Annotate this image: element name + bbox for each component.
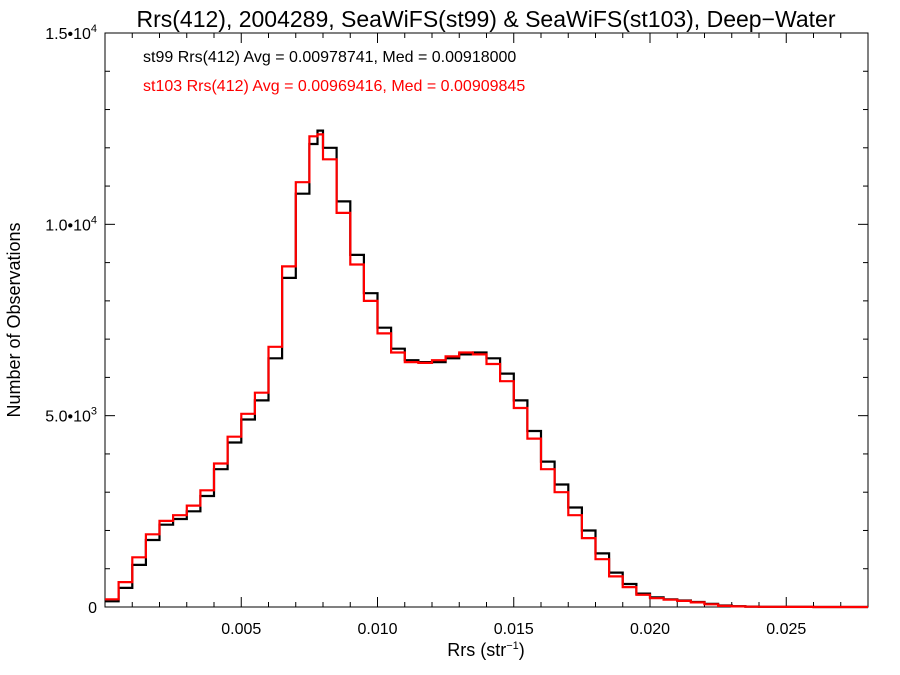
y-tick-label: 5.0•103: [45, 406, 97, 426]
x-axis-label: Rrs (str−1): [447, 640, 525, 660]
annotation-text-1: st103 Rrs(412) Avg = 0.00969416, Med = 0…: [143, 78, 525, 95]
x-tick-label: 0.020: [630, 621, 670, 638]
plot-frame: [104, 32, 869, 608]
y-axis-label: Number of Observations: [4, 222, 24, 417]
y-tick-label: 0: [88, 600, 97, 617]
annotations: st99 Rrs(412) Avg = 0.00978741, Med = 0.…: [143, 49, 525, 95]
x-axis-ticks: 0.005 0.010 0.015 0.020 0.025: [131, 33, 842, 638]
chart-title: Rrs(412), 2004289, SeaWiFS(st99) & SeaWi…: [136, 6, 835, 32]
series-layer: [105, 129, 868, 609]
x-tick-label: 0.005: [221, 621, 261, 638]
y-tick-label: 1.5•104: [45, 23, 97, 43]
y-axis-ticks: 0 5.0•103 1.0•104 1.5•104: [45, 23, 868, 617]
annotation-text-0: st99 Rrs(412) Avg = 0.00978741, Med = 0.…: [143, 49, 516, 66]
x-tick-label: 0.010: [357, 621, 397, 638]
y-tick-label: 1.0•104: [45, 214, 97, 234]
x-tick-label: 0.025: [766, 621, 806, 638]
x-tick-label: 0.015: [494, 621, 534, 638]
series-line-0: [105, 129, 868, 609]
series-line-1: [105, 133, 868, 609]
